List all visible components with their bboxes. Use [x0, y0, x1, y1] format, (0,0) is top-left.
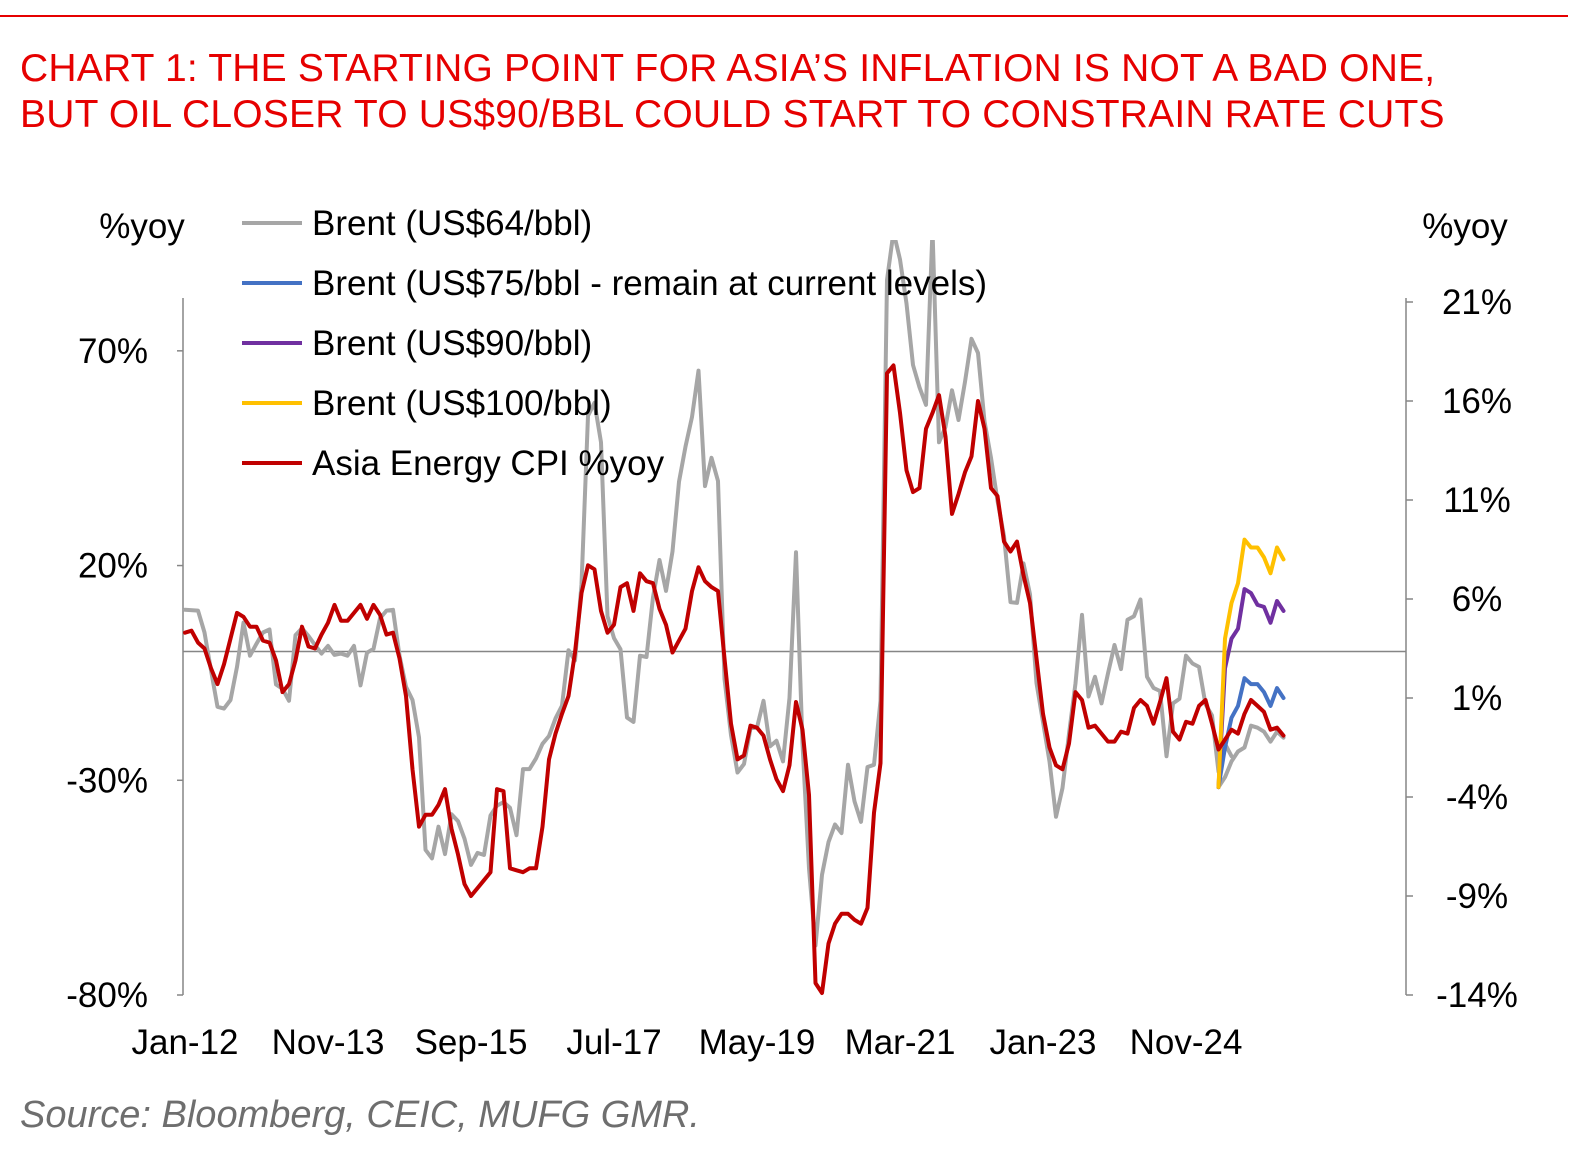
right-tick-label: -4%	[1446, 778, 1508, 817]
right-axis-ticks: 21% 16% 11% 6% 1% -4% -9% -14%	[1406, 283, 1518, 1015]
right-tick-label: 16%	[1442, 382, 1512, 421]
chart-title: CHART 1: THE STARTING POINT FOR ASIA’S I…	[20, 46, 1445, 138]
left-axis-label: %yoy	[99, 207, 185, 246]
source-note: Source: Bloomberg, CEIC, MUFG GMR.	[20, 1094, 700, 1136]
right-tick-label: -14%	[1436, 976, 1518, 1015]
legend-label-brent-us-75-bbl-remain-at-current-levels: Brent (US$75/bbl - remain at current lev…	[312, 264, 987, 303]
series-line-brent-us-100-bbl	[1216, 537, 1286, 790]
x-tick-label: Jan-23	[989, 1023, 1096, 1062]
legend-label-brent-us-100-bbl: Brent (US$100/bbl)	[312, 384, 612, 423]
left-tick-label: 70%	[78, 332, 148, 371]
top-rule	[0, 15, 1568, 17]
series-line-brent-us-64-bbl	[183, 240, 1234, 948]
x-tick-label: Sep-15	[415, 1023, 528, 1062]
left-axis-ticks: 70% 20% -30% -80%	[66, 332, 183, 1015]
right-tick-label: -9%	[1446, 877, 1508, 916]
series-group	[183, 240, 1286, 995]
left-tick-label: -30%	[66, 761, 148, 800]
right-axis-label: %yoy	[1422, 207, 1508, 246]
series-line-asia-energy-cpi-yoy	[183, 363, 1286, 995]
legend-label-asia-energy-cpi-yoy: Asia Energy CPI %yoy	[312, 444, 665, 483]
left-tick-label: -80%	[66, 976, 148, 1015]
left-tick-label: 20%	[78, 547, 148, 586]
x-tick-label: Jan-12	[131, 1023, 238, 1062]
legend-label-brent-us-90-bbl: Brent (US$90/bbl)	[312, 324, 592, 363]
x-axis-ticks: Jan-12 Nov-13 Sep-15 Jul-17 May-19 Mar-21 Jan-…	[131, 1023, 1242, 1062]
legend: Brent (US$64/bbl) Brent (US$75/bbl - rema…	[242, 204, 987, 483]
right-tick-label: 11%	[1443, 481, 1510, 520]
right-tick-label: 1%	[1452, 679, 1503, 718]
title-line-2: BUT OIL CLOSER TO US$90/BBL COULD START …	[20, 93, 1445, 136]
x-tick-label: Jul-17	[566, 1023, 661, 1062]
series-line-brent-us-90-bbl	[1216, 587, 1286, 790]
right-tick-label: 21%	[1442, 283, 1512, 322]
title-line-1: CHART 1: THE STARTING POINT FOR ASIA’S I…	[20, 47, 1436, 90]
right-tick-label: 6%	[1452, 580, 1503, 619]
x-tick-label: Nov-24	[1130, 1023, 1243, 1062]
series-line-brent-us-75-bbl-remain-at-current-levels	[1216, 676, 1286, 790]
x-tick-label: Nov-13	[272, 1023, 385, 1062]
series-line-brent-us-64-bbl-forecast	[1216, 723, 1286, 790]
x-tick-label: Mar-21	[845, 1023, 956, 1062]
legend-label-brent-us-64-bbl: Brent (US$64/bbl)	[312, 204, 592, 243]
axes-group	[182, 298, 1407, 995]
line-chart: 70% 20% -30% -80% 21% 16% 11% 6% 1% -4% -9% -14% J…	[66, 204, 1518, 1062]
x-tick-label: May-19	[699, 1023, 816, 1062]
